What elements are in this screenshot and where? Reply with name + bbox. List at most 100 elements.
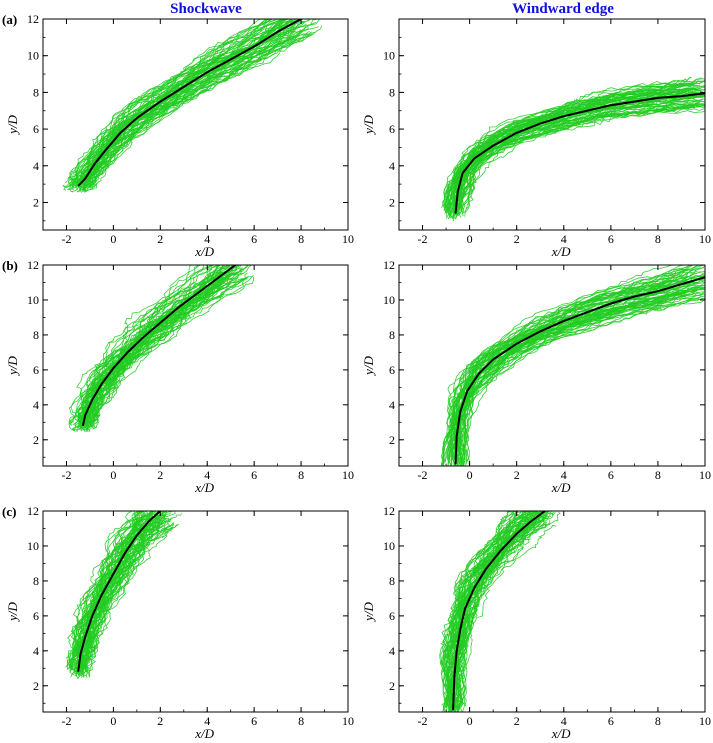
instantaneous-trajectory: [81, 19, 294, 182]
plot-area: [441, 76, 705, 222]
y-tick-label: 2: [33, 195, 39, 209]
instantaneous-trajectory: [76, 33, 300, 193]
x-tick-label: 10: [699, 232, 711, 246]
axes-frame: [398, 264, 706, 467]
x-tick-label: 10: [342, 232, 354, 246]
y-tick-label: 10: [27, 49, 39, 63]
y-tick-label: 6: [33, 363, 39, 377]
x-tick-label: 6: [251, 232, 257, 246]
x-tick-label: 10: [699, 468, 711, 482]
y-tick-label: 12: [27, 258, 39, 272]
x-tick-label: -2: [418, 468, 428, 482]
instantaneous-trajectory: [442, 511, 539, 710]
instantaneous-trajectory: [80, 274, 254, 433]
instantaneous-trajectory: [80, 267, 237, 428]
instantaneous-trajectory: [447, 267, 704, 459]
x-tick-label: 0: [467, 468, 473, 482]
y-axis-label: y/D: [5, 115, 20, 136]
chart-panel-5: -2 0 2 4 6 8 10 2 4 6 8 10 12 x/D y/D: [5, 504, 354, 741]
row-label-a: (a): [2, 12, 17, 27]
instantaneous-trajectory: [92, 277, 248, 430]
y-axis-label: y/D: [5, 602, 20, 623]
instantaneous-trajectory: [87, 26, 320, 189]
x-tick-label: 4: [204, 468, 210, 482]
panels-group: -2 0 2 4 6 8 10 2 4 6 8 10 12 x/D y/D -2 0 2 4 6 8 10 2 4 6 8 10 x/…: [5, 12, 711, 741]
instantaneous-trajectory: [447, 295, 688, 466]
axes-frame: [42, 18, 349, 231]
instantaneous-trajectory: [450, 106, 699, 219]
instantaneous-trajectory: [89, 265, 250, 427]
x-tick-label: 8: [655, 714, 661, 728]
y-tick-label: 2: [389, 679, 395, 693]
instantaneous-trajectory: [445, 511, 551, 708]
x-axis-label: x/D: [194, 244, 214, 259]
y-tick-label: 2: [33, 679, 39, 693]
x-tick-label: -2: [61, 232, 71, 246]
instantaneous-trajectory: [457, 275, 705, 465]
plot-area: [62, 19, 323, 193]
mean-trajectory-line: [77, 19, 302, 187]
instantaneous-trajectory: [439, 511, 525, 707]
x-tick-label: 10: [342, 714, 354, 728]
x-tick-label: 8: [655, 468, 661, 482]
instantaneous-trajectory: [439, 511, 512, 706]
y-tick-label: 4: [33, 398, 39, 412]
y-tick-label: 6: [33, 122, 39, 136]
y-tick-label: 4: [389, 398, 395, 412]
mean-trajectory-line: [77, 511, 161, 672]
instantaneous-trajectory: [69, 21, 297, 189]
mean-trajectory-line: [454, 92, 705, 214]
instantaneous-trajectory: [76, 525, 168, 679]
instantaneous-trajectory: [88, 19, 321, 188]
instantaneous-trajectory: [67, 511, 134, 669]
y-tick-label: 12: [27, 12, 39, 26]
instantaneous-trajectory: [447, 265, 673, 457]
instantaneous-trajectory: [68, 514, 168, 676]
y-tick-label: 10: [383, 539, 395, 553]
y-tick-label: 8: [389, 574, 395, 588]
y-tick-label: 10: [27, 293, 39, 307]
instantaneous-trajectory: [440, 519, 536, 712]
x-tick-label: 6: [251, 714, 257, 728]
y-tick-label: 2: [33, 433, 39, 447]
instantaneous-trajectory: [451, 97, 697, 214]
x-tick-label: 6: [608, 468, 614, 482]
x-tick-label: -2: [418, 232, 428, 246]
instantaneous-trajectory: [457, 524, 557, 712]
y-tick-label: 4: [389, 644, 395, 658]
x-tick-label: 10: [699, 714, 711, 728]
instantaneous-trajectory: [83, 25, 323, 191]
y-tick-label: 6: [389, 363, 395, 377]
instantaneous-trajectory: [70, 265, 202, 421]
y-tick-label: 12: [383, 504, 395, 518]
instantaneous-trajectory: [74, 19, 280, 184]
y-axis-label: y/D: [5, 356, 20, 377]
axes-frame: [398, 18, 706, 231]
instantaneous-trajectory: [81, 265, 230, 427]
instantaneous-trajectory: [74, 19, 267, 181]
instantaneous-trajectory: [70, 31, 298, 193]
x-tick-label: 6: [608, 714, 614, 728]
y-tick-label: 8: [33, 574, 39, 588]
x-tick-label: 8: [298, 714, 304, 728]
instantaneous-trajectory: [447, 100, 702, 219]
instantaneous-trajectory: [79, 30, 310, 192]
chart-panel-2: -2 0 2 4 6 8 10 2 4 6 8 10 x/D y/D: [361, 18, 711, 259]
instantaneous-trajectory: [78, 268, 238, 429]
y-tick-label: 10: [27, 539, 39, 553]
instantaneous-trajectory: [451, 289, 705, 466]
instantaneous-trajectory: [459, 293, 705, 466]
instantaneous-trajectory: [456, 511, 544, 708]
plot-area: [440, 265, 705, 466]
instantaneous-trajectory: [71, 276, 225, 431]
x-tick-label: 2: [514, 468, 520, 482]
chart-panel-1: -2 0 2 4 6 8 10 2 4 6 8 10 12 x/D y/D: [5, 12, 354, 259]
x-tick-label: 0: [110, 468, 116, 482]
instantaneous-trajectory: [91, 265, 231, 424]
x-tick-label: -2: [61, 714, 71, 728]
y-axis-label: y/D: [361, 356, 376, 377]
instantaneous-trajectory: [442, 76, 691, 207]
x-tick-label: 2: [514, 232, 520, 246]
mean-trajectory-line: [81, 265, 236, 427]
instantaneous-trajectory: [459, 273, 705, 461]
